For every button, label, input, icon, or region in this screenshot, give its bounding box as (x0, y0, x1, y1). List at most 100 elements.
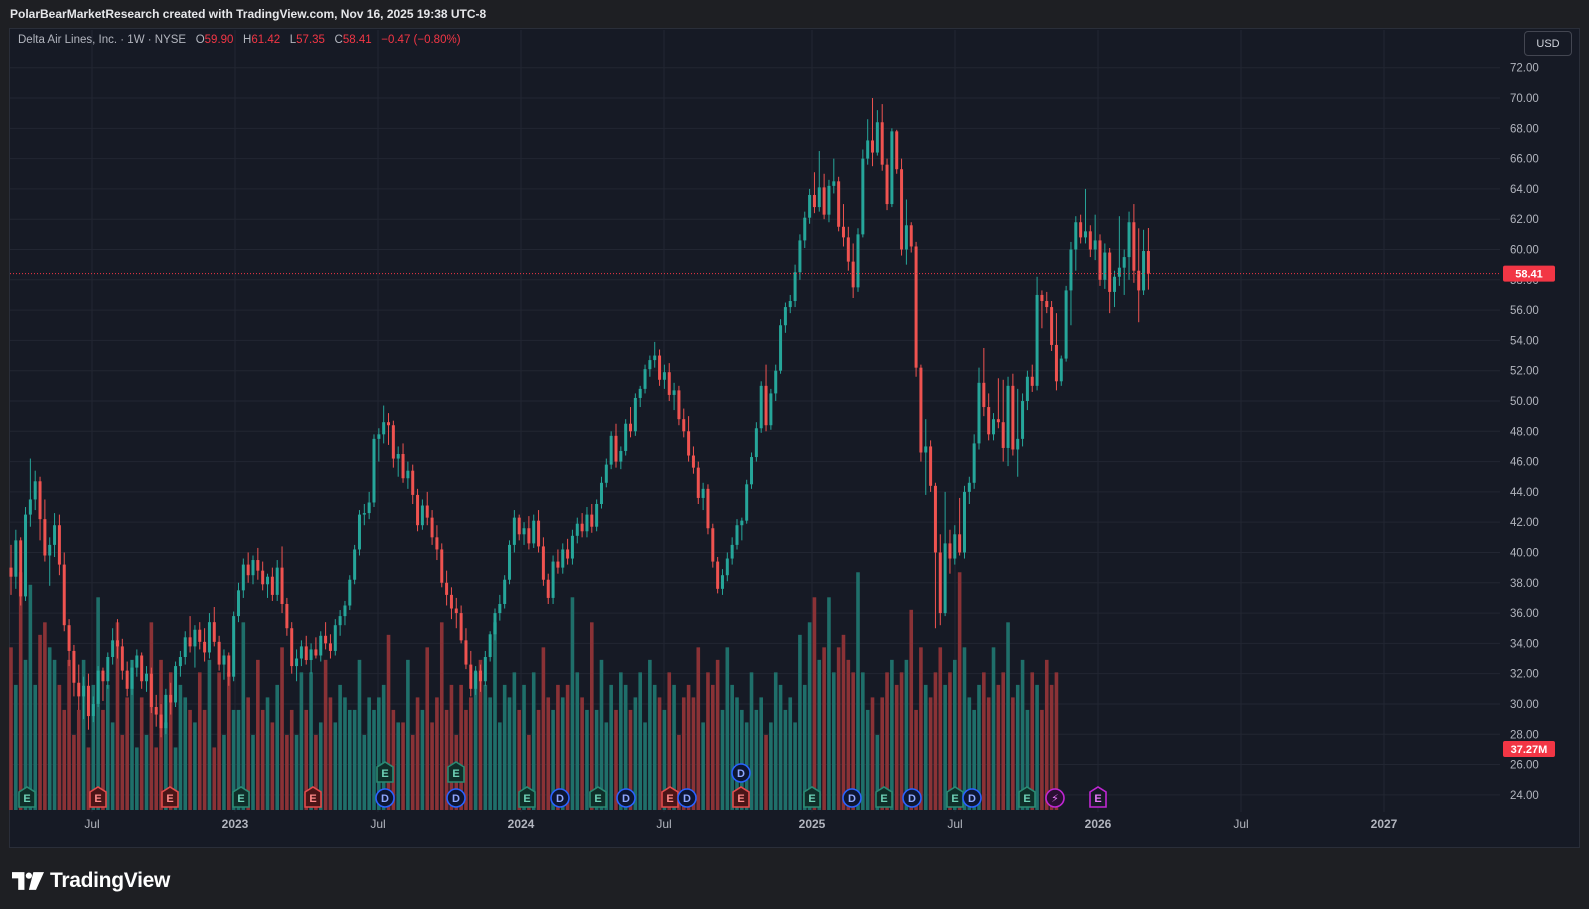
chart-panel[interactable] (9, 28, 1580, 848)
candle-body (290, 628, 294, 667)
time-axis-label: Jul (656, 817, 671, 831)
candle-body (972, 443, 976, 483)
volume-bar (957, 572, 962, 810)
price-axis-label: 36.00 (1510, 608, 1539, 620)
volume-bar (1006, 622, 1010, 810)
volume-bar (328, 697, 333, 810)
candle-body (691, 455, 695, 468)
earnings-marker: E (161, 786, 179, 808)
price-tags: 58.41 37.27M (10, 265, 1555, 757)
candle-body (193, 629, 197, 647)
volume-bar (938, 647, 943, 810)
candle-body (532, 520, 536, 544)
candle-body (808, 194, 812, 218)
volume-bar (294, 734, 299, 810)
candle-body (624, 423, 628, 451)
volume-bar (923, 684, 928, 810)
volume-bar (469, 697, 473, 810)
candle-body (512, 517, 516, 545)
dividend-circle (375, 788, 395, 808)
volume-bar (899, 672, 904, 810)
tradingview-logo-icon (12, 872, 44, 890)
dividend-circle (902, 788, 922, 808)
volume-bar (691, 697, 696, 810)
volume-bar (57, 684, 62, 810)
candle-body (1040, 294, 1044, 302)
event-marker-label: E (951, 793, 958, 805)
volume-bar (832, 672, 836, 810)
volume-bar (280, 647, 284, 810)
tradingview-logo[interactable]: TradingView (12, 866, 170, 896)
volume-bar (827, 597, 831, 810)
volume-bar (633, 697, 638, 810)
price-axis-label: 26.00 (1510, 760, 1539, 772)
candle-body (445, 582, 449, 595)
time-axis-label: 2024 (508, 817, 535, 831)
volume-bar (449, 684, 454, 810)
price-axis-label: 44.00 (1510, 487, 1539, 499)
candle-body (67, 625, 71, 651)
earnings-badge (803, 786, 821, 808)
volume-bar (193, 722, 197, 810)
earnings-badge (875, 786, 893, 808)
volume-bar (802, 684, 807, 810)
volume-bar (130, 659, 134, 810)
candle-body (1074, 222, 1078, 250)
candle-body (154, 706, 158, 715)
candle-body (909, 225, 913, 247)
price-axis-label: 70.00 (1510, 93, 1539, 105)
volume-bar (1025, 709, 1030, 810)
volume-bar (536, 709, 541, 810)
candle-body (585, 514, 589, 532)
volume-bar (420, 709, 425, 810)
volume-bar (715, 659, 720, 810)
volume-bar (846, 659, 851, 810)
volume-bar (953, 659, 957, 810)
volume-bar (604, 722, 609, 810)
earnings-badge (89, 786, 107, 808)
price-axis-label: 62.00 (1510, 214, 1539, 226)
candle-body (261, 570, 265, 585)
earnings-badge (732, 786, 750, 808)
price-axis-label: 24.00 (1510, 790, 1539, 802)
candle-body (866, 140, 870, 159)
time-axis-label: Jul (1233, 817, 1248, 831)
candle-body (106, 657, 110, 682)
candle-body (120, 646, 124, 671)
price-axis-label: 66.00 (1510, 154, 1539, 166)
candle-body (803, 217, 807, 241)
event-marker-label: E (880, 793, 887, 805)
candle-body (1021, 400, 1025, 439)
volume-bar (183, 697, 188, 810)
dividend-marker: D (446, 788, 466, 808)
candle-body (416, 494, 420, 526)
event-marker-label: D (556, 793, 564, 805)
last-price-value: 58.41 (1515, 269, 1543, 281)
event-marker-label: D (622, 793, 630, 805)
volume-bar (144, 734, 149, 810)
volume-bar (585, 709, 589, 810)
price-axis-label: 52.00 (1510, 366, 1539, 378)
earnings-badge (18, 786, 36, 808)
candle-body (1088, 231, 1092, 250)
price-axis-label: 32.00 (1510, 669, 1539, 681)
currency-button[interactable]: USD (1524, 31, 1572, 56)
candle-body (478, 670, 482, 682)
volume-bar (865, 709, 870, 810)
volume-bar (836, 647, 841, 810)
volume-bar (686, 684, 691, 810)
volume-bar (541, 647, 546, 810)
volume-bar (72, 734, 76, 810)
volume-bar (139, 697, 144, 810)
volume-bar (464, 709, 468, 810)
volume-bar (623, 684, 628, 810)
volume-bar (14, 684, 18, 810)
volume-bar (502, 684, 507, 810)
dividend-marker: D (842, 788, 862, 808)
candle-body (750, 457, 754, 485)
time-axis-label: Jul (84, 817, 99, 831)
volume-bar (348, 709, 352, 810)
volume-bar (207, 659, 212, 810)
